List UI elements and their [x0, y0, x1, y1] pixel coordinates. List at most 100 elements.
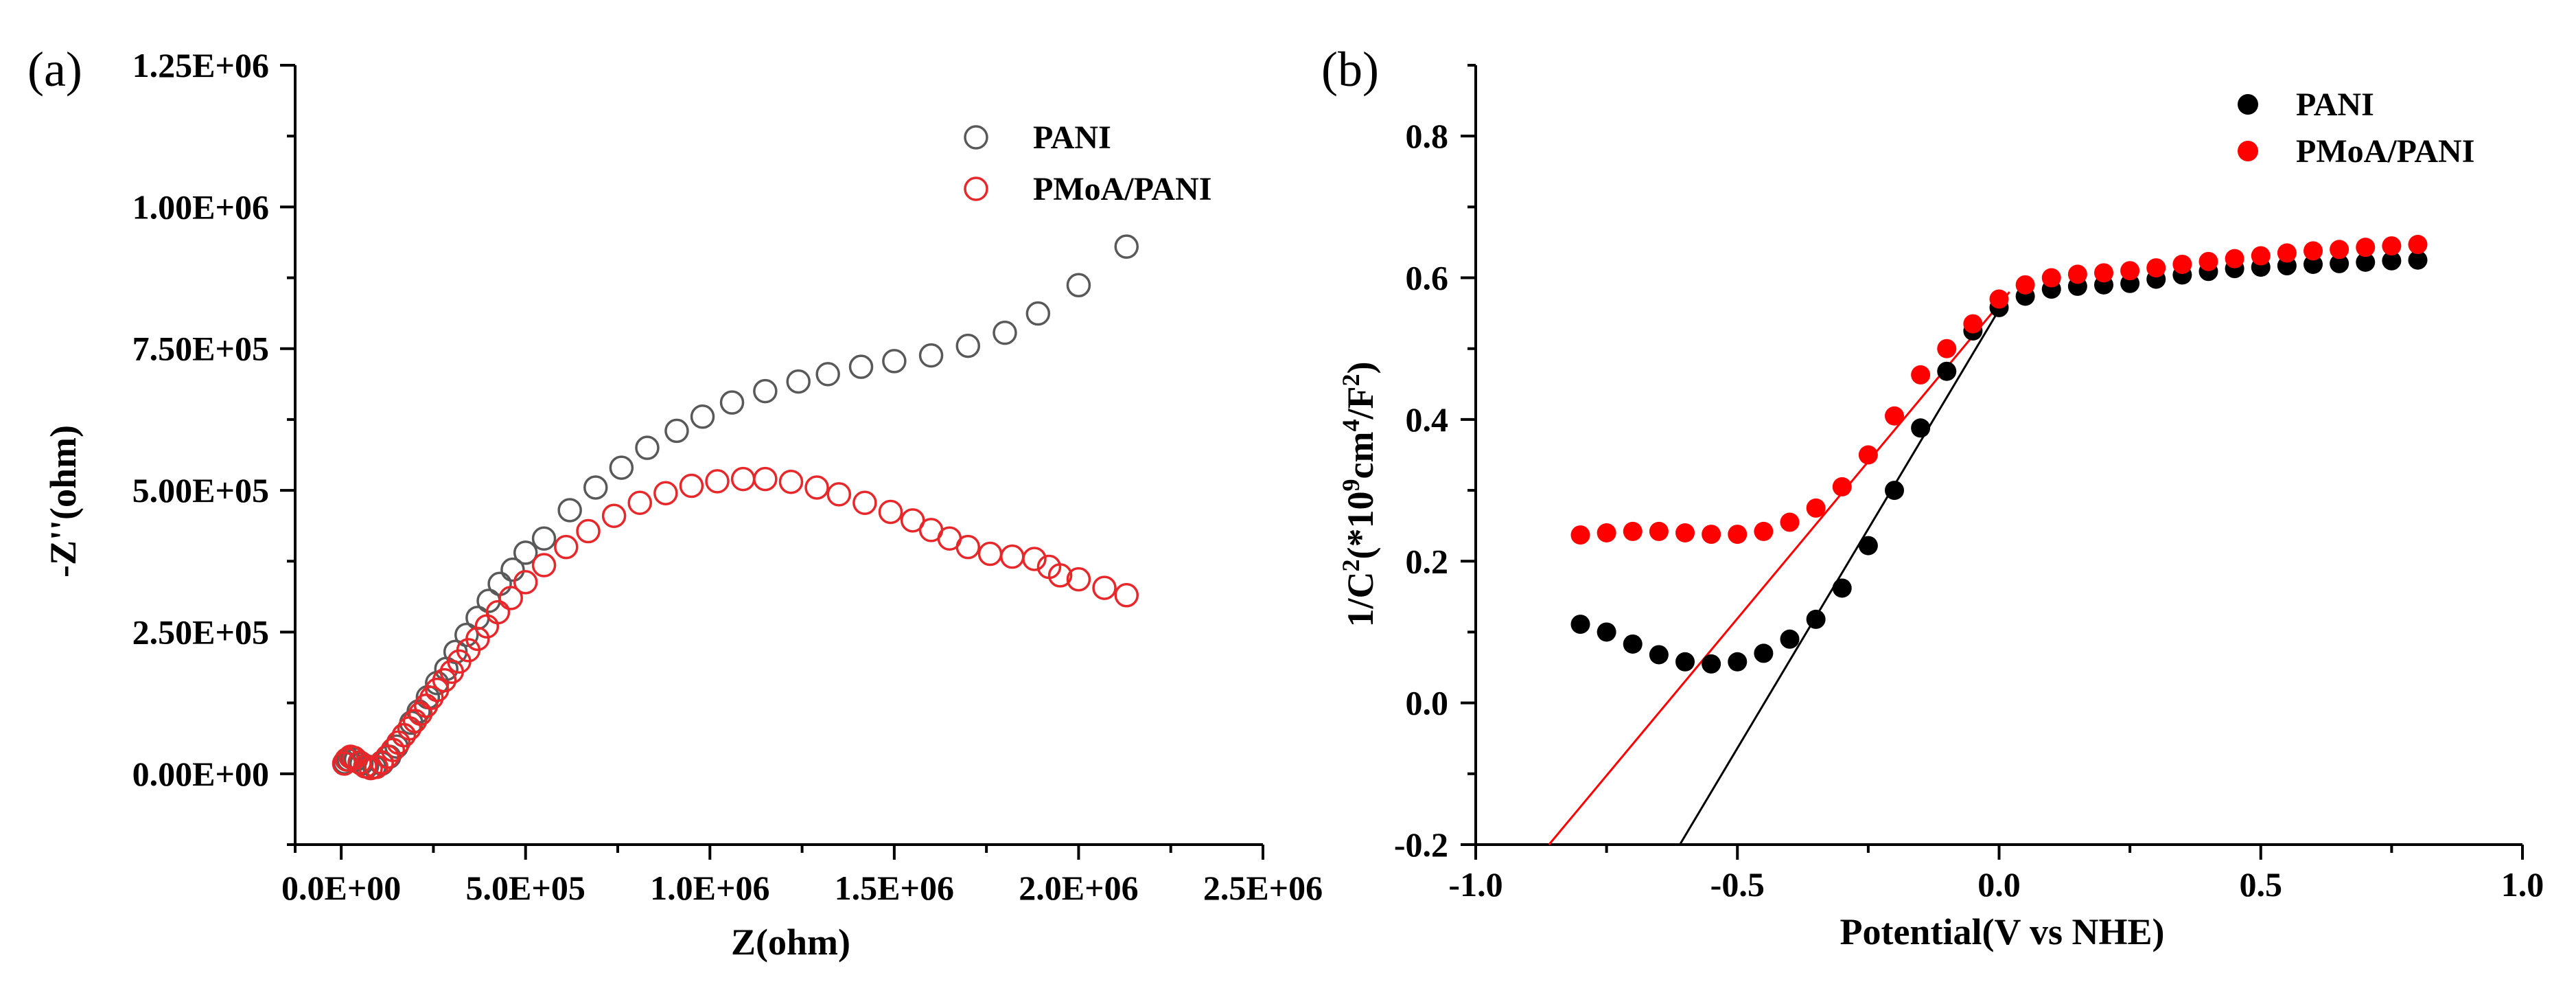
panel-a-point-pmoa-pani — [1022, 547, 1047, 571]
panel-b-point-pani — [1885, 481, 1904, 501]
panel-b-point-pmoa-pani — [2172, 254, 2192, 274]
panel-b-point-pani — [1570, 615, 1590, 634]
panel-a-legend-label-pani: PANI — [1033, 119, 1111, 156]
panel-a-point-pmoa-pani — [554, 534, 579, 560]
panel-b-point-pani — [2356, 252, 2376, 272]
panel-a-impedance-plot: (a) 0.0E+00 5.0E+05 1.0E+06 1.5E+06 2.0E+06 2… — [27, 42, 1323, 963]
panel-b-y-title-part: ) — [1340, 362, 1381, 374]
panel-b-y-title-sup: 9 — [1337, 479, 1365, 491]
panel-b-x-tick-label: -0.5 — [1710, 865, 1765, 904]
panel-b-point-pmoa-pani — [1675, 523, 1695, 542]
panel-b-point-pani — [1806, 609, 1826, 629]
panel-b-point-pmoa-pani — [2198, 251, 2218, 271]
panel-b-point-pmoa-pani — [1911, 365, 1931, 385]
panel-a-point-pmoa-pani — [1066, 567, 1091, 592]
panel-a-x-axis-title: Z(ohm) — [731, 922, 850, 963]
panel-a-point-pmoa-pani — [432, 667, 457, 693]
panel-a-y-tick-label: 0.00E+00 — [132, 755, 269, 793]
panel-a-y-axis-title: -Z''(ohm) — [43, 425, 84, 577]
panel-a-point-pani — [609, 455, 634, 480]
panel-b-point-pani — [1858, 536, 1878, 556]
panel-a-legend-label-pmoa-pani: PMoA/PANI — [1033, 171, 1211, 207]
panel-b-data-points — [1570, 235, 2428, 674]
panel-b-point-pmoa-pani — [1858, 445, 1878, 465]
panel-b-point-pani — [1911, 418, 1931, 438]
panel-a-point-pani — [583, 475, 608, 500]
panel-b-point-pmoa-pani — [1806, 498, 1826, 518]
panel-b-axes — [1461, 64, 2524, 860]
panel-b-y-title-part: /F — [1340, 387, 1381, 420]
panel-a-point-pmoa-pani — [753, 466, 778, 492]
panel-b-fit-line-pani — [1679, 309, 2000, 845]
panel-a-x-tick-label: 1.5E+06 — [835, 869, 954, 907]
panel-b-x-tick-label: 1.0 — [2501, 865, 2544, 904]
panel-b-point-pmoa-pani — [1780, 512, 1800, 532]
panel-a-point-pani — [1066, 273, 1091, 298]
panel-a-point-pani — [635, 435, 660, 460]
panel-b-point-pani — [1728, 652, 1748, 672]
panel-a-point-pmoa-pani — [977, 541, 1003, 567]
panel-a-point-pmoa-pani — [826, 482, 852, 507]
panel-b-legend-label-pmoa-pani: PMoA/PANI — [2296, 133, 2474, 170]
panel-a-point-pani — [719, 390, 745, 415]
panel-b-point-pani — [1754, 643, 1774, 663]
panel-b-point-pani — [2382, 251, 2402, 271]
panel-a-point-pmoa-pani — [653, 481, 678, 505]
panel-a-label: (a) — [27, 42, 82, 97]
panel-b-point-pmoa-pani — [2304, 241, 2323, 261]
panel-a-point-pmoa-pani — [465, 626, 490, 652]
panel-b-point-pani — [1675, 652, 1695, 672]
panel-b-y-tick-label: 0.2 — [1406, 542, 1449, 580]
panel-b-label: (b) — [1321, 42, 1379, 97]
panel-a-axes — [280, 64, 1264, 860]
panel-b-point-pani — [2408, 250, 2428, 270]
panel-a-point-pmoa-pani — [1047, 563, 1073, 588]
panel-b-x-tick-label: -1.0 — [1448, 865, 1502, 904]
panel-a-point-pmoa-pani — [419, 685, 444, 710]
panel-a-point-pani — [848, 354, 874, 379]
panel-b-point-pani — [2304, 254, 2323, 274]
panel-a-series-pmoa-pani — [332, 466, 1139, 781]
panel-a-x-tick-label: 5.0E+05 — [466, 869, 585, 907]
panel-a-point-pmoa-pani — [730, 466, 756, 492]
panel-b-y-title-sup: 2 — [1337, 374, 1365, 387]
panel-b-legend-label-pani: PANI — [2296, 87, 2374, 123]
panel-b-series-pani — [1570, 250, 2428, 674]
panel-b-y-title-sup: 4 — [1337, 420, 1365, 432]
panel-b-y-tick-label: 0.4 — [1406, 400, 1449, 439]
panel-b-point-pani — [1623, 634, 1643, 654]
panel-b-point-pmoa-pani — [1937, 339, 1957, 358]
panel-b-y-tick-label: -0.2 — [1394, 825, 1448, 864]
panel-b-point-pmoa-pani — [2251, 246, 2271, 266]
panel-b-point-pmoa-pani — [1754, 521, 1774, 541]
panel-a-point-pani — [1114, 234, 1139, 259]
panel-a-point-pani — [815, 362, 840, 387]
panel-b-y-tick-label: 0.6 — [1406, 259, 1449, 297]
panel-b-point-pani — [1937, 361, 1957, 381]
panel-a-y-tick-label: 2.50E+05 — [132, 613, 269, 651]
panel-a-point-pani — [753, 378, 778, 404]
panel-a-point-pani — [513, 540, 538, 565]
panel-b-y-title-part: 1/C — [1340, 571, 1381, 627]
panel-b-x-tick-label: 0.0 — [1977, 865, 2021, 904]
panel-a-point-pmoa-pani — [513, 570, 538, 595]
panel-a-x-tick-label: 0.0E+00 — [281, 869, 401, 907]
panel-a-data-points — [332, 234, 1139, 781]
panel-b-fit-line-pmoa-pani — [1548, 291, 2010, 845]
panel-a-point-pmoa-pani — [778, 469, 804, 494]
panel-a-point-pani — [454, 622, 479, 648]
panel-b-fit-lines — [1548, 291, 2010, 845]
panel-a-point-pmoa-pani — [485, 599, 511, 625]
panel-b-legend: PANI PMoA/PANI — [2238, 87, 2474, 170]
panel-b-point-pmoa-pani — [2067, 264, 2087, 284]
panel-a-legend-marker-pmoa-pani — [964, 176, 988, 201]
panel-b-point-pmoa-pani — [2094, 263, 2113, 283]
panel-b-point-pmoa-pani — [2146, 258, 2166, 278]
panel-b-legend-marker-pmoa-pani — [2238, 141, 2258, 161]
panel-a-point-pani — [993, 320, 1017, 345]
panel-a-point-pani — [955, 333, 981, 358]
panel-b-series-pmoa-pani — [1570, 235, 2428, 545]
panel-a-point-pani — [786, 369, 811, 394]
panel-b-y-tick-label: 0.8 — [1406, 117, 1449, 155]
